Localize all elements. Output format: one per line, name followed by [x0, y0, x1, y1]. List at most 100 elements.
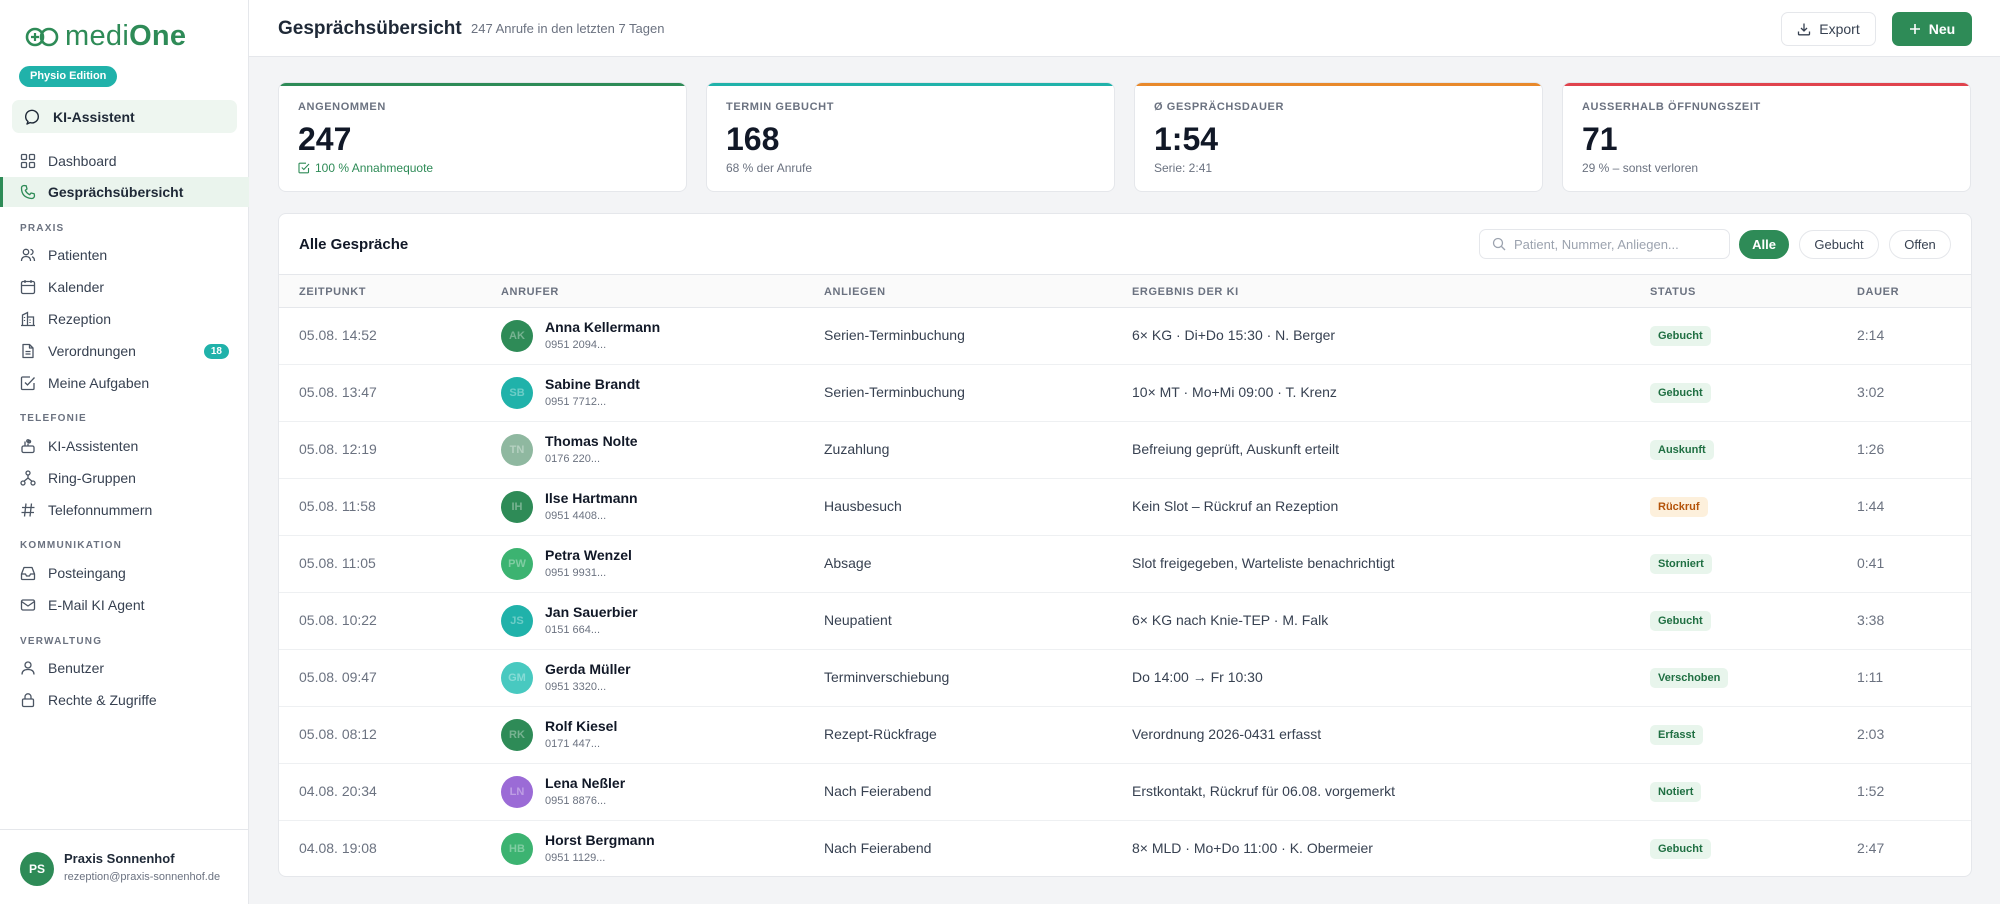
cell-time: 04.08. 19:08: [299, 840, 377, 856]
calendar-icon: [20, 280, 36, 295]
caller-avatar: GM: [501, 662, 533, 694]
caller-number: 0951 8876...: [545, 795, 607, 807]
cell-result: Befreiung geprüft, Auskunft erteilt: [1132, 441, 1340, 457]
app-logo[interactable]: mediOne: [25, 20, 186, 53]
sidebar-item-meine-aufgaben[interactable]: Meine Aufgaben: [0, 368, 249, 398]
sidebar-item-label: KI-Assistenten: [48, 438, 139, 454]
status-badge: Gebucht: [1650, 326, 1711, 346]
caller-number: 0951 1129...: [545, 852, 606, 864]
table-row[interactable]: 05.08. 11:05 PW Petra Wenzel 0951 9931..…: [279, 536, 1971, 593]
user-profile[interactable]: PS Praxis Sonnenhof rezeption@praxis-son…: [0, 829, 249, 904]
cell-time: 05.08. 10:22: [299, 612, 377, 628]
stat-sub: Serie: 2:41: [1154, 161, 1213, 175]
export-label: Export: [1819, 21, 1860, 37]
cell-duration: 0:41: [1857, 555, 1885, 571]
table-row[interactable]: 05.08. 13:47 SB Sabine Brandt 0951 7712.…: [279, 365, 1971, 422]
column-header-ergebnis[interactable]: ERGEBNIS DER KI: [1132, 286, 1239, 298]
stat-accent-bar: [1563, 83, 1970, 86]
cell-concern: Serien-Terminbuchung: [824, 384, 965, 400]
page-subtitle: 247 Anrufe in den letzten 7 Tagen: [471, 21, 665, 36]
caller-number: 0951 7712...: [545, 396, 607, 408]
new-button[interactable]: Neu: [1892, 12, 1972, 46]
user-name: Praxis Sonnenhof: [64, 851, 175, 866]
stat-card-ausserhalb: AUSSERHALB ÖFFNUNGSZEIT 71 29 % – sonst …: [1562, 82, 1971, 192]
sidebar-item-benutzer[interactable]: Benutzer: [0, 653, 249, 683]
robot-icon: [21, 439, 35, 454]
sidebar-item-rechte-zugriffe[interactable]: Rechte & Zugriffe: [0, 685, 249, 715]
cell-concern: Hausbesuch: [824, 498, 902, 514]
stat-label: ANGENOMMEN: [298, 101, 386, 113]
table-row[interactable]: 05.08. 08:12 RK Rolf Kiesel 0171 447... …: [279, 707, 1971, 764]
export-button[interactable]: Export: [1781, 12, 1876, 46]
section-label-telefonie: TELEFONIE: [20, 413, 87, 424]
column-header-anliegen[interactable]: ANLIEGEN: [824, 286, 886, 298]
table-row[interactable]: 05.08. 09:47 GM Gerda Müller 0951 3320..…: [279, 650, 1971, 707]
checkbox-icon: [20, 376, 35, 391]
cell-duration: 2:14: [1857, 327, 1885, 343]
cell-duration: 2:03: [1857, 726, 1885, 742]
caller-number: 0951 9931...: [545, 567, 607, 579]
building-icon: [21, 311, 35, 327]
search-box[interactable]: [1479, 229, 1730, 259]
table-row[interactable]: 05.08. 11:58 IH Ilse Hartmann 0951 4408.…: [279, 479, 1971, 536]
cell-concern: Serien-Terminbuchung: [824, 327, 965, 343]
cell-result: Do 14:00 → Fr 10:30: [1132, 669, 1263, 685]
mail-icon: [20, 599, 36, 611]
column-header-zeitpunkt[interactable]: ZEITPUNKT: [299, 286, 367, 298]
sidebar-item-label: Verordnungen: [48, 343, 136, 359]
ki-assistant-label: KI-Assistent: [53, 108, 135, 125]
caller-name: Anna Kellermann: [545, 319, 661, 335]
inbox-icon: [20, 566, 36, 581]
column-header-status[interactable]: STATUS: [1650, 286, 1696, 298]
hash-icon: [21, 503, 35, 517]
cell-time: 04.08. 20:34: [299, 783, 377, 799]
cell-time: 05.08. 11:05: [299, 555, 376, 571]
sidebar-item-email-ki-agent[interactable]: E-Mail KI Agent: [0, 590, 249, 620]
caller-number: 0171 447...: [545, 738, 601, 750]
filter-alle[interactable]: Alle: [1739, 230, 1789, 259]
stat-card-termin-gebucht: TERMIN GEBUCHT 168 68 % der Anrufe: [706, 82, 1115, 192]
phone-icon: [20, 184, 36, 200]
check-square-icon: [298, 162, 310, 174]
table-row[interactable]: 05.08. 10:22 JS Jan Sauerbier 0151 664..…: [279, 593, 1971, 650]
caller-name: Horst Bergmann: [545, 832, 655, 848]
sidebar-item-rezeption[interactable]: Rezeption: [0, 304, 249, 334]
status-badge: Rückruf: [1650, 497, 1708, 517]
column-header-dauer[interactable]: DAUER: [1857, 286, 1900, 298]
status-badge: Verschoben: [1650, 668, 1729, 688]
sidebar-item-posteingang[interactable]: Posteingang: [0, 558, 249, 588]
sidebar-item-verordnungen[interactable]: Verordnungen 18: [0, 336, 249, 366]
sidebar-item-gespraechsuebersicht[interactable]: Gesprächsübersicht: [0, 177, 249, 207]
sidebar-item-ki-assistenten[interactable]: KI-Assistenten: [0, 431, 249, 461]
sidebar-item-patienten[interactable]: Patienten: [0, 240, 249, 270]
caller-avatar: LN: [501, 776, 533, 808]
caller-name: Lena Neßler: [545, 775, 626, 791]
table-row[interactable]: 05.08. 14:52 AK Anna Kellermann 0951 209…: [279, 308, 1971, 365]
sidebar-item-kalender[interactable]: Kalender: [0, 272, 249, 302]
caller-number: 0951 2094...: [545, 339, 607, 351]
table-row[interactable]: 04.08. 19:08 HB Horst Bergmann 0951 1129…: [279, 821, 1971, 876]
filter-gebucht[interactable]: Gebucht: [1799, 230, 1879, 259]
cell-time: 05.08. 13:47: [299, 384, 377, 400]
cell-concern: Nach Feierabend: [824, 840, 932, 856]
table-row[interactable]: 05.08. 12:19 TN Thomas Nolte 0176 220...…: [279, 422, 1971, 479]
table-row[interactable]: 04.08. 20:34 LN Lena Neßler 0951 8876...…: [279, 764, 1971, 821]
sidebar-item-telefonnummern[interactable]: Telefonnummern: [0, 495, 249, 525]
user-icon: [21, 661, 35, 675]
sidebar-item-dashboard[interactable]: Dashboard: [0, 146, 249, 176]
search-input[interactable]: [1514, 236, 1714, 252]
table-title: Alle Gespräche: [299, 236, 409, 253]
filter-offen[interactable]: Offen: [1889, 230, 1951, 259]
stat-accent-bar: [1135, 83, 1542, 86]
status-badge: Auskunft: [1650, 440, 1714, 460]
lock-icon: [21, 693, 35, 708]
column-header-anrufer[interactable]: ANRUFER: [501, 286, 559, 298]
caller-avatar: IH: [501, 491, 533, 523]
stat-sub: 100 % Annahmequote: [298, 161, 433, 175]
calls-table-card: Alle Gespräche Alle Gebucht Offen ZEITPU…: [278, 213, 1972, 877]
cell-duration: 1:52: [1857, 783, 1885, 799]
ki-assistant-button[interactable]: KI-Assistent: [12, 100, 237, 133]
cell-duration: 1:44: [1857, 498, 1885, 514]
sidebar-item-ring-gruppen[interactable]: Ring-Gruppen: [0, 463, 249, 493]
cell-duration: 1:26: [1857, 441, 1885, 457]
